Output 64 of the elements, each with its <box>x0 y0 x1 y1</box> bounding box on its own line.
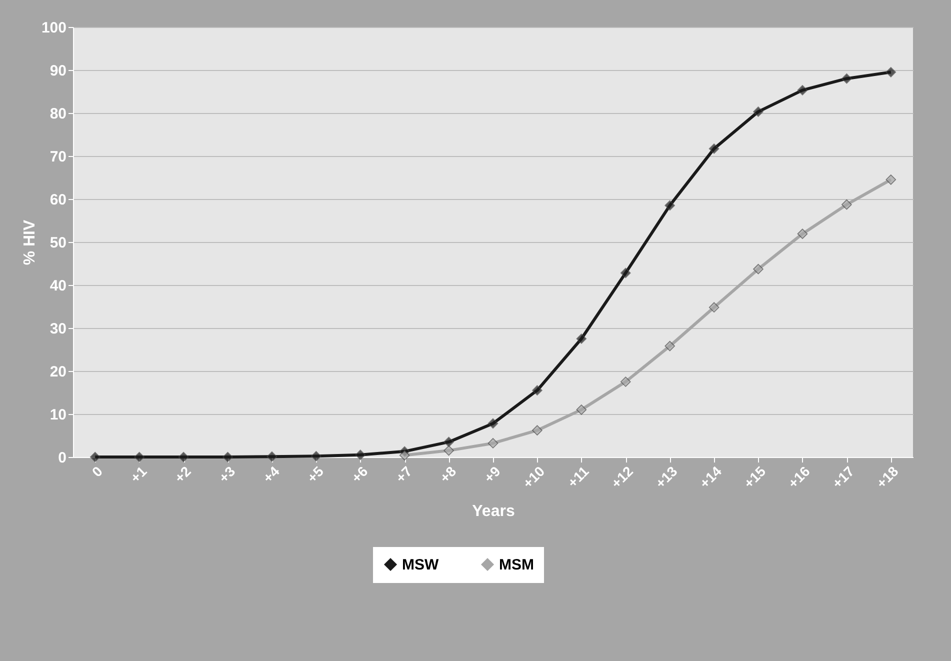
point <box>620 268 631 278</box>
point <box>797 228 808 239</box>
point <box>708 302 720 313</box>
point <box>178 452 189 462</box>
point <box>399 450 410 460</box>
point <box>488 418 498 429</box>
point <box>576 404 587 415</box>
x-tick-label: +7 <box>392 462 416 486</box>
y-tick-label: 0 <box>58 450 66 466</box>
point <box>488 438 498 448</box>
y-tick-label: 20 <box>50 364 66 380</box>
point <box>664 200 675 211</box>
point <box>708 144 720 154</box>
x-tick-label: +5 <box>304 462 327 486</box>
x-axis-title: Years <box>472 503 515 520</box>
point <box>797 85 808 96</box>
y-tick-label: 30 <box>50 320 66 338</box>
y-tick-label: 100 <box>41 20 66 36</box>
x-tick-label: +8 <box>436 462 460 486</box>
point <box>532 425 542 436</box>
x-tick-label: +10 <box>520 462 548 492</box>
x-tick-label: +16 <box>784 462 814 492</box>
point <box>664 340 675 352</box>
y-tick-label: 60 <box>50 192 66 208</box>
x-tick-label: +18 <box>873 462 902 492</box>
x-tick-label: 0 <box>88 462 106 480</box>
x-tick-label: +3 <box>216 462 238 486</box>
point <box>532 385 542 396</box>
y-tick-label: 80 <box>50 106 66 122</box>
x-tick-label: +12 <box>608 462 636 492</box>
y-tick-label: 40 <box>50 278 66 294</box>
y-tick-label: 90 <box>50 62 66 80</box>
x-tick-label: +2 <box>171 462 194 486</box>
point <box>311 450 322 462</box>
y-tick-label: 10 <box>50 406 66 424</box>
point <box>753 264 764 274</box>
point <box>355 450 366 460</box>
point <box>620 376 631 387</box>
y-tick-label: 70 <box>50 148 66 166</box>
x-tick-label: +13 <box>652 462 680 492</box>
y-axis-title: % HIV <box>21 220 38 266</box>
point <box>886 174 896 185</box>
legend-label: MSW <box>402 556 440 574</box>
point <box>222 452 233 462</box>
legend-label: MSM <box>499 556 534 574</box>
y-tick-label: 50 <box>50 234 66 252</box>
x-tick-label: +6 <box>348 462 371 486</box>
x-tick-label: +14 <box>696 462 725 492</box>
point <box>444 436 454 448</box>
x-tick-label: +15 <box>740 462 769 492</box>
point <box>266 451 278 462</box>
x-tick-label: +11 <box>564 462 592 491</box>
point <box>886 67 896 78</box>
point <box>842 73 852 84</box>
x-tick-label: +9 <box>480 462 504 486</box>
point <box>753 106 764 117</box>
x-tick-label: +17 <box>828 462 858 492</box>
x-tick-label: +1 <box>127 462 150 486</box>
point <box>842 199 852 210</box>
point <box>444 445 454 456</box>
point <box>134 452 144 462</box>
point <box>576 334 587 344</box>
x-tick-label: +4 <box>260 462 282 486</box>
point <box>90 452 100 462</box>
